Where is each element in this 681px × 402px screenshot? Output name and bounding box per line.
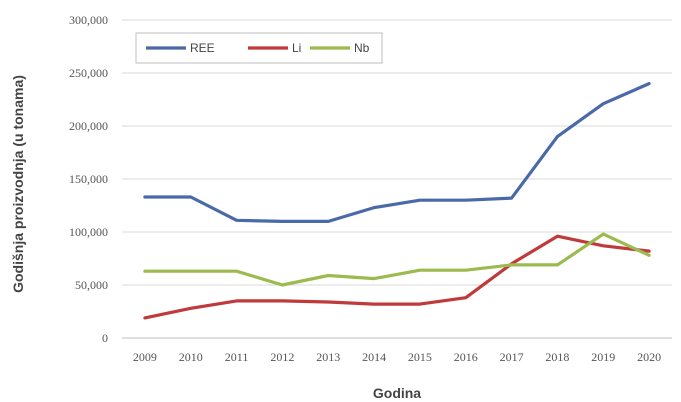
y-tick-label: 150,000 [69,172,108,186]
gridlines [122,19,672,286]
legend-label-ree: REE [190,41,215,55]
x-tick-label: 2012 [270,350,294,364]
series-lines [143,81,651,320]
y-axis-ticks: 0 50,000 100,000 150,000 200,000 250,000 300,0… [69,13,108,345]
series-line-ree [143,81,651,223]
x-tick-label: 2019 [591,350,615,364]
y-tick-label: 200,000 [69,119,108,133]
x-axis-title: Godina [373,385,421,401]
y-tick-label: 100,000 [69,225,108,239]
y-tick-label: 50,000 [75,278,108,292]
series-line-li [143,234,651,320]
x-tick-label: 2011 [225,350,249,364]
y-tick-label: 250,000 [69,66,108,80]
y-tick-label: 300,000 [69,13,108,27]
legend: REE Li Nb [135,32,383,64]
x-tick-label: 2018 [545,350,569,364]
y-axis-title: Godišnja proizvodnja (u tonama) [10,75,26,293]
legend-label-li: Li [292,41,301,55]
x-tick-label: 2016 [454,350,478,364]
x-tick-label: 2010 [179,350,203,364]
x-tick-label: 2013 [316,350,340,364]
x-tick-label: 2017 [500,350,524,364]
x-tick-label: 2009 [133,350,157,364]
x-tick-label: 2020 [637,350,661,364]
y-tick-label: 0 [102,331,108,345]
legend-label-nb: Nb [354,41,370,55]
x-tick-label: 2015 [408,350,432,364]
x-axis-ticks: 2009 2010 2011 2012 2013 2014 2015 2016 2017 2018… [133,350,661,364]
x-tick-label: 2014 [362,350,386,364]
series-line-nb [143,232,651,287]
